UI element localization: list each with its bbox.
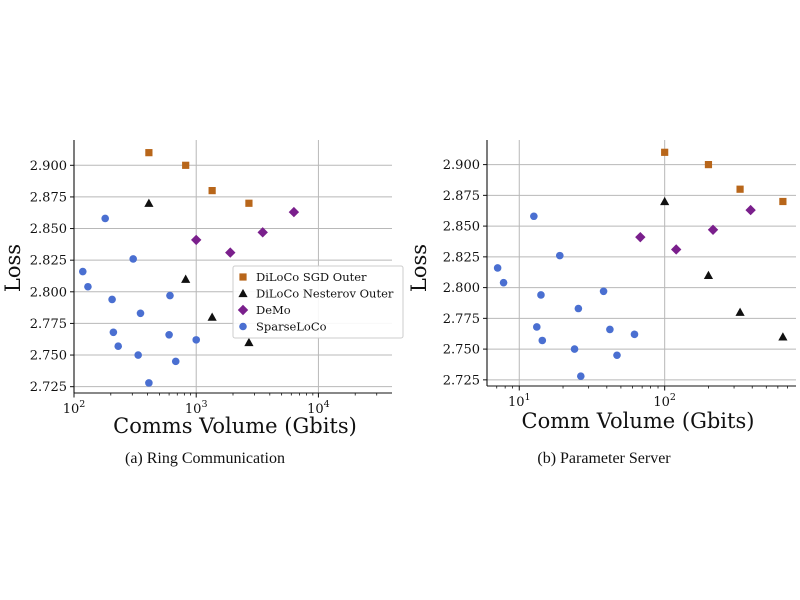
point-diloco-sgd-outer (182, 161, 190, 169)
x-tick-label: 101 (508, 392, 531, 410)
y-tick-label: 2.900 (443, 158, 480, 173)
legend-label-sparseloco: SparseLoCo (256, 320, 327, 334)
point-diloco-sgd-outer (704, 161, 713, 169)
point-sparseloco (192, 336, 201, 344)
y-axis-title: Loss (1, 244, 25, 292)
x-tick-label: 104 (307, 399, 330, 417)
point-sparseloco (570, 345, 579, 353)
point-demo (745, 204, 756, 216)
legend-box (232, 265, 404, 339)
legend-marker-diloco-nesterov-outer (238, 288, 248, 298)
y-tick-label: 2.800 (30, 285, 67, 300)
point-sparseloco (538, 336, 547, 345)
point-diloco-nesterov-outer (207, 312, 217, 321)
y-axis-title: Loss (407, 244, 431, 292)
y-tick-label: 2.825 (443, 250, 480, 265)
point-sparseloco (530, 212, 538, 221)
point-diloco-sgd-outer (661, 148, 669, 156)
point-sparseloco (574, 304, 583, 313)
x-tick-label: 103 (185, 399, 208, 417)
legend-label-diloco-nesterov-outer: DiLoCo Nesterov Outer (256, 287, 394, 301)
y-tick-label: 2.875 (443, 189, 480, 204)
y-tick-label: 2.725 (443, 373, 480, 388)
point-demo (635, 231, 646, 243)
x-tick-label: 102 (63, 399, 86, 417)
point-diloco-nesterov-outer (244, 337, 254, 347)
point-sparseloco (606, 325, 614, 334)
panel-ring-communication: 2.725 2.750 2.775 2.800 2.825 2.850 2.875 2.900… (1, 140, 404, 467)
caption: (b) Parameter Server (537, 450, 671, 467)
x-axis-title: Comm Volume (Gbits) (522, 409, 755, 433)
legend-label-diloco-sgd-outer: DiLoCo SGD Outer (256, 270, 367, 284)
y-tick-label: 2.850 (443, 220, 480, 235)
point-sparseloco (577, 372, 585, 380)
point-diloco-nesterov-outer (181, 274, 191, 283)
y-tick-label: 2.750 (30, 349, 67, 364)
point-sparseloco (109, 328, 118, 337)
point-sparseloco (114, 342, 123, 350)
y-tick-label: 2.775 (30, 317, 67, 332)
point-sparseloco (84, 282, 92, 291)
point-sparseloco (499, 278, 508, 287)
point-diloco-sgd-outer (736, 185, 744, 193)
point-sparseloco (145, 379, 153, 387)
y-tick-label: 2.900 (30, 159, 67, 174)
point-sparseloco (108, 295, 116, 304)
point-sparseloco (171, 357, 180, 366)
x-tick-label: 102 (653, 392, 676, 410)
point-diloco-sgd-outer (245, 199, 253, 207)
point-sparseloco (555, 251, 564, 260)
legend-marker-demo (237, 304, 249, 316)
point-sparseloco (166, 291, 174, 300)
y-tick-label: 2.850 (30, 222, 67, 237)
x-axis-title: Comms Volume (Gbits) (113, 414, 357, 438)
point-diloco-nesterov-outer (144, 198, 154, 207)
y-tick-label: 2.825 (30, 254, 67, 269)
point-sparseloco (136, 309, 145, 318)
point-demo (670, 244, 682, 255)
legend-label-demo: DeMo (256, 303, 291, 317)
point-diloco-nesterov-outer (703, 270, 714, 279)
legend-marker-sparseloco (239, 322, 247, 331)
point-sparseloco (532, 323, 541, 331)
caption: (a) Ring Communication (125, 450, 285, 467)
point-demo (257, 227, 268, 238)
point-sparseloco (101, 214, 109, 223)
y-tick-label: 2.750 (443, 343, 480, 358)
point-diloco-nesterov-outer (735, 307, 745, 316)
point-sparseloco (599, 287, 608, 296)
point-demo (707, 224, 719, 235)
y-tick-label: 2.875 (30, 190, 67, 205)
panel-parameter-server: 2.725 2.750 2.775 2.800 2.825 2.850 2.875 2.900… (407, 140, 796, 467)
point-sparseloco (613, 351, 621, 360)
point-diloco-sgd-outer (208, 187, 216, 195)
point-demo (191, 234, 202, 246)
point-sparseloco (165, 331, 173, 339)
point-diloco-nesterov-outer (660, 196, 670, 206)
legend: DiLoCo SGD Outer DiLoCo Nesterov Outer DeM… (232, 265, 404, 339)
point-diloco-sgd-outer (145, 149, 153, 157)
point-demo (288, 206, 300, 218)
point-sparseloco (129, 255, 137, 263)
point-demo (225, 247, 236, 258)
point-sparseloco (493, 264, 502, 272)
y-tick-label: 2.800 (443, 281, 480, 296)
point-sparseloco (537, 291, 545, 299)
point-diloco-sgd-outer (779, 197, 787, 206)
y-tick-label: 2.725 (30, 380, 67, 395)
point-sparseloco (630, 330, 639, 339)
y-tick-label: 2.775 (443, 312, 480, 327)
point-sparseloco (78, 267, 87, 276)
point-sparseloco (134, 351, 142, 359)
legend-marker-diloco-sgd-outer (239, 273, 247, 281)
point-diloco-nesterov-outer (778, 332, 788, 341)
